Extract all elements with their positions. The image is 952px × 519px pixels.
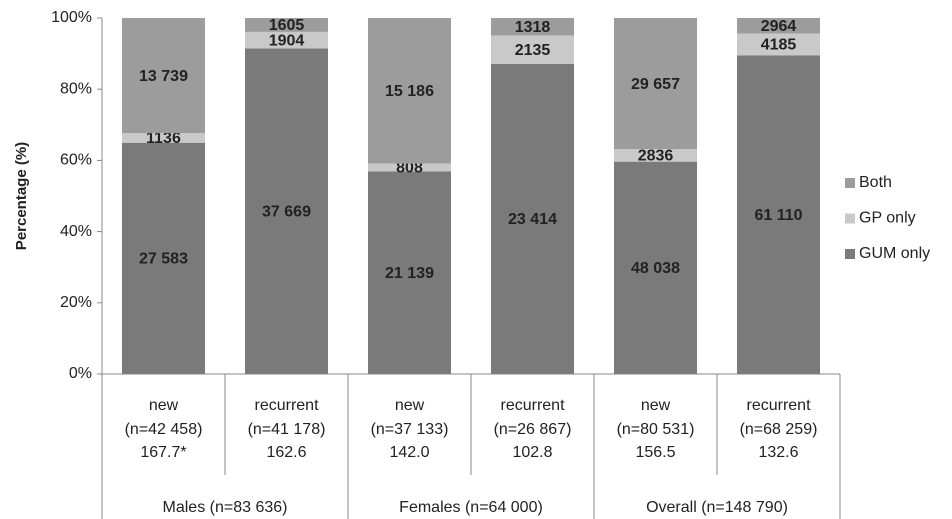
value-label: 13 739 — [139, 68, 188, 85]
value-label: 61 110 — [754, 207, 802, 224]
x-tick-label: new — [641, 397, 671, 414]
y-tick-label: 60% — [60, 152, 92, 169]
bar-segment — [614, 149, 697, 162]
value-label: 1136 — [146, 130, 181, 147]
bar-segment — [491, 63, 574, 375]
x-tick-rate: 156.5 — [635, 444, 675, 461]
y-tick-label: 80% — [60, 80, 92, 97]
bar-segment — [245, 18, 328, 32]
x-tick-label: recurrent — [746, 397, 811, 414]
x-tick-rate: 102.8 — [512, 444, 552, 461]
y-tick-label: 0% — [69, 365, 92, 382]
y-axis-label: Percentage (%) — [13, 142, 30, 250]
x-tick-label: new — [149, 397, 179, 414]
x-tick-label: recurrent — [254, 397, 319, 414]
group-label: Males (n=83 636) — [163, 499, 288, 516]
bar-segment — [737, 55, 820, 375]
x-tick-label: new — [395, 397, 425, 414]
bar-segment — [245, 48, 328, 375]
value-label: 2964 — [761, 18, 797, 35]
bar-segment — [368, 18, 451, 164]
y-tick-label: 40% — [60, 223, 92, 240]
group-label: Overall (n=148 790) — [646, 499, 788, 516]
x-tick-n: (n=68 259) — [740, 421, 818, 438]
value-label: 1904 — [269, 32, 305, 49]
group-label: Females (n=64 000) — [399, 499, 543, 516]
legend-label: GP only — [859, 210, 916, 227]
legend-swatch — [845, 249, 855, 259]
x-tick-n: (n=26 867) — [494, 421, 572, 438]
bar-segment — [737, 33, 820, 56]
value-label: 48 038 — [631, 260, 680, 277]
bar-segment — [245, 31, 328, 49]
x-tick-rate: 142.0 — [389, 444, 429, 461]
bar-segment — [368, 163, 451, 172]
bar-segment — [491, 18, 574, 36]
value-label: 21 139 — [385, 265, 434, 282]
value-label: 37 669 — [262, 203, 311, 220]
x-tick-rate: 167.7* — [140, 444, 186, 461]
value-label: 23 414 — [508, 211, 557, 228]
bar-segment — [122, 133, 205, 143]
x-tick-n: (n=42 458) — [125, 421, 203, 438]
x-tick-rate: 162.6 — [266, 444, 306, 461]
bar-segment — [614, 18, 697, 150]
bar-segment — [491, 35, 574, 64]
x-tick-n: (n=41 178) — [248, 421, 326, 438]
value-label: 15 186 — [385, 83, 434, 100]
value-label: 2836 — [638, 148, 674, 165]
bar-segment — [122, 142, 205, 374]
x-tick-rate: 132.6 — [758, 444, 798, 461]
x-tick-n: (n=80 531) — [617, 421, 695, 438]
value-label: 2135 — [515, 42, 551, 59]
legend-swatch — [845, 178, 855, 188]
bar-segment — [122, 18, 205, 134]
x-tick-label: recurrent — [500, 397, 565, 414]
x-tick-n: (n=37 133) — [371, 421, 449, 438]
value-label: 27 583 — [139, 251, 188, 268]
value-label: 808 — [396, 160, 423, 177]
bar-segment — [737, 18, 820, 34]
value-label: 29 657 — [631, 76, 680, 93]
value-label: 1318 — [515, 19, 551, 36]
legend-swatch — [845, 213, 855, 224]
value-label: 1605 — [269, 17, 305, 34]
y-tick-label: 100% — [51, 9, 92, 26]
bar-segment — [614, 161, 697, 374]
bar-segment — [368, 171, 451, 374]
legend-label: GUM only — [859, 245, 930, 262]
legend-label: Both — [859, 174, 892, 191]
y-tick-label: 20% — [60, 294, 92, 311]
value-label: 4185 — [761, 37, 797, 54]
